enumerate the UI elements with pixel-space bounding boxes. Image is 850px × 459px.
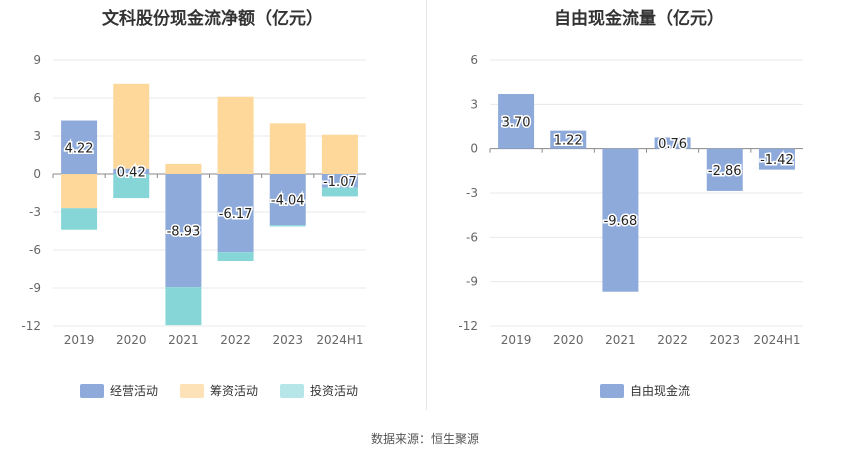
data-label: 3.70 (502, 115, 531, 130)
bar-series-1 (269, 123, 306, 174)
x-tick-label: 2021 (605, 333, 636, 347)
legend-item-operating[interactable]: 经营活动 (80, 382, 158, 399)
legend-item-financing[interactable]: 筹资活动 (180, 382, 258, 399)
legend-swatch-free-cash-flow (600, 383, 624, 398)
bar-series-1 (321, 134, 358, 174)
y-tick-label: -3 (466, 186, 478, 200)
bar-series-2 (113, 174, 150, 199)
x-tick-label: 2021 (168, 333, 199, 347)
y-tick-label: -3 (29, 205, 41, 219)
x-tick-label: 2023 (272, 333, 303, 347)
bar-primary (61, 120, 98, 174)
y-tick-label: 9 (33, 53, 41, 67)
bar-series-2 (321, 187, 358, 197)
bar-series-1 (165, 163, 202, 174)
bar-series-2 (269, 225, 306, 227)
y-tick-label: 6 (470, 53, 478, 67)
y-tick-label: -6 (29, 243, 41, 257)
bar-primary (550, 130, 587, 149)
data-label: -8.93 (167, 225, 201, 240)
legend-label-investing: 投资活动 (310, 384, 359, 398)
bar-primary (269, 174, 306, 226)
bar-series-2 (165, 287, 202, 326)
bar-primary (706, 148, 743, 191)
data-label: -4.04 (271, 194, 305, 209)
y-tick-label: 6 (33, 91, 41, 105)
bar-primary (165, 174, 202, 288)
bar-series-1 (113, 83, 150, 169)
bar-series-2 (217, 252, 254, 262)
data-source: 数据来源：恒生聚源 (370, 432, 479, 446)
x-tick-label: 2019 (501, 333, 532, 347)
data-label: 0.42 (117, 165, 146, 180)
data-label: -9.68 (604, 214, 638, 229)
y-tick-label: -6 (466, 230, 478, 244)
left-chart-title: 文科股份现金流净额（亿元） (102, 9, 323, 29)
bar-primary (602, 148, 639, 292)
x-tick-label: 2024H1 (316, 333, 363, 347)
right-chart: 6 3 0 -3 -6 -9 -12 2019 2020 2021 2022 2023 2024H1 3.… (458, 53, 803, 347)
x-tick-label: 2020 (553, 333, 584, 347)
legend-label-operating: 经营活动 (110, 384, 159, 398)
legend-item-investing[interactable]: 投资活动 (280, 382, 358, 399)
bar-primary (113, 168, 150, 174)
data-label: -6.17 (219, 207, 253, 222)
bar-primary (498, 93, 535, 149)
legend-item-free-cash-flow[interactable]: 自由现金流 (600, 382, 690, 399)
x-tick-label: 2024H1 (753, 333, 800, 347)
x-tick-label: 2020 (116, 333, 147, 347)
chart-divider (426, 0, 427, 410)
legend-swatch-investing (280, 383, 305, 398)
right-chart-title: 自由现金流量（亿元） (554, 9, 724, 29)
data-label: -2.86 (708, 164, 742, 179)
x-tick-label: 2019 (64, 333, 95, 347)
x-tick-label: 2022 (220, 333, 251, 347)
y-tick-label: 3 (470, 97, 478, 111)
legend-swatch-financing (180, 383, 205, 398)
bar-primary (654, 137, 691, 149)
data-label: 0.76 (658, 137, 687, 152)
y-tick-label: 0 (33, 167, 41, 181)
y-tick-label: -9 (29, 281, 41, 295)
left-legend: 经营活动 筹资活动 投资活动 (80, 382, 358, 399)
right-legend: 自由现金流 (600, 382, 690, 399)
y-tick-label: 3 (33, 129, 41, 143)
y-tick-label: -12 (21, 319, 41, 333)
y-tick-label: -9 (466, 275, 478, 289)
legend-swatch-operating (80, 383, 104, 398)
x-tick-label: 2022 (657, 333, 688, 347)
data-label: -1.42 (760, 153, 794, 168)
legend-label-financing: 筹资活动 (210, 384, 259, 398)
x-tick-label: 2023 (709, 333, 740, 347)
bar-primary (321, 174, 358, 188)
data-label: 1.22 (554, 134, 583, 149)
y-tick-label: -12 (458, 319, 478, 333)
data-label: -1.07 (323, 175, 357, 190)
bar-primary (217, 174, 254, 253)
data-label: 4.22 (65, 141, 94, 156)
legend-label-free-cash-flow: 自由现金流 (630, 384, 691, 398)
y-tick-label: 0 (470, 142, 478, 156)
bar-series-1 (61, 174, 98, 209)
bar-series-1 (217, 96, 254, 174)
left-chart: 9 6 3 0 -3 -6 -9 -12 2019 2020 2021 2022 2023 2024H1 4… (21, 53, 366, 347)
bar-primary (758, 148, 795, 170)
bar-series-2 (61, 208, 98, 230)
